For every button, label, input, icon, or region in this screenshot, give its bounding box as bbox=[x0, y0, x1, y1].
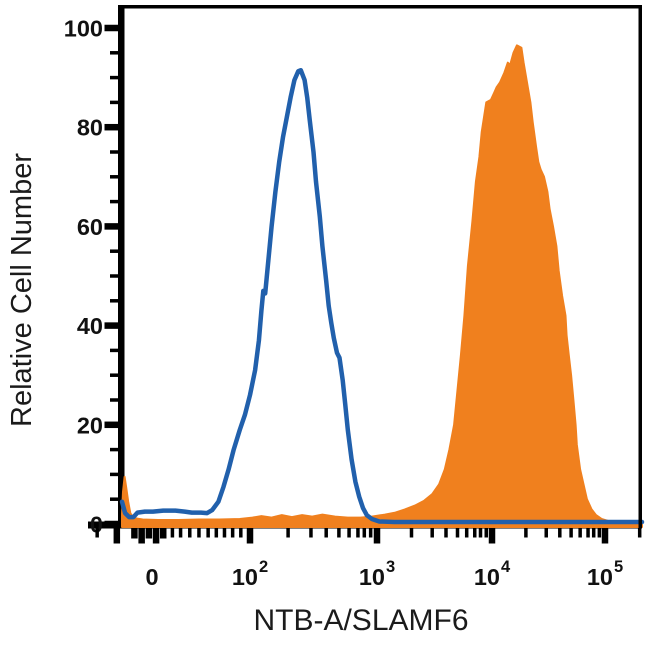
x-tick-label: 0 bbox=[145, 564, 158, 590]
x-minor-tick bbox=[214, 528, 219, 538]
y-tick-label: 60 bbox=[77, 214, 103, 240]
y-minor-tick bbox=[110, 299, 118, 303]
x-minor-tick bbox=[569, 528, 573, 538]
x-minor-tick bbox=[455, 528, 460, 538]
x-axis-tick-labels: 0 102 103 104 105 bbox=[145, 558, 623, 590]
x-minor-tick bbox=[524, 528, 528, 538]
y-minor-tick bbox=[110, 175, 118, 179]
y-axis-ticks bbox=[104, 24, 118, 528]
y-minor-tick bbox=[110, 274, 118, 278]
x-major-tick bbox=[373, 528, 381, 544]
x-minor-tick bbox=[368, 528, 373, 538]
x-tick-label: 103 bbox=[359, 558, 395, 590]
y-minor-tick bbox=[110, 150, 118, 154]
y-minor-tick bbox=[110, 75, 118, 80]
x-minor-tick bbox=[586, 528, 590, 538]
x-axis-title: NTB-A/SLAMF6 bbox=[253, 604, 469, 637]
plot-frame-top bbox=[118, 5, 642, 9]
y-tick-label: 20 bbox=[77, 412, 103, 438]
y-minor-tick bbox=[110, 373, 118, 377]
x-minor-tick bbox=[170, 528, 175, 538]
x-minor-tick bbox=[473, 528, 477, 538]
y-major-tick bbox=[104, 123, 118, 131]
y-minor-tick bbox=[110, 100, 118, 105]
blue-open-histogram bbox=[119, 67, 645, 525]
y-tick-label: 0 bbox=[90, 512, 103, 538]
x-minor-tick bbox=[464, 528, 469, 538]
x-minor-tick bbox=[197, 528, 201, 538]
y-major-tick bbox=[104, 223, 118, 230]
x-minor-tick bbox=[578, 528, 582, 538]
y-tick-label: 40 bbox=[77, 313, 103, 339]
x-minor-tick bbox=[637, 528, 642, 538]
y-axis-line bbox=[118, 5, 125, 529]
x-major-tick bbox=[246, 528, 254, 544]
y-minor-tick bbox=[110, 497, 118, 501]
x-minor-tick bbox=[286, 528, 290, 538]
x-minor-tick bbox=[356, 528, 360, 538]
x-minor-tick bbox=[188, 528, 192, 538]
y-major-tick bbox=[104, 24, 118, 32]
x-minor-tick bbox=[362, 528, 367, 538]
y-minor-tick bbox=[110, 472, 118, 477]
x-minor-tick bbox=[230, 528, 235, 538]
y-axis-tick-labels: 0 20 40 60 80 100 bbox=[64, 16, 103, 538]
x-minor-tick bbox=[222, 528, 227, 538]
x-medium-tick bbox=[159, 528, 167, 539]
x-minor-tick bbox=[430, 528, 434, 538]
y-major-tick bbox=[104, 421, 118, 429]
x-minor-tick bbox=[95, 528, 99, 538]
y-minor-tick bbox=[110, 348, 118, 353]
x-minor-tick bbox=[347, 528, 351, 538]
x-major-tick bbox=[152, 528, 160, 544]
x-minor-tick bbox=[178, 528, 183, 538]
x-medium-tick bbox=[131, 528, 138, 539]
plot-frame-right bbox=[638, 5, 642, 529]
x-minor-tick bbox=[484, 528, 488, 538]
x-major-tick bbox=[113, 528, 121, 544]
x-major-tick bbox=[488, 528, 496, 544]
x-minor-tick bbox=[478, 528, 483, 538]
x-minor-tick bbox=[239, 528, 243, 538]
x-minor-tick bbox=[409, 528, 414, 538]
x-minor-tick bbox=[309, 528, 313, 538]
x-minor-tick bbox=[597, 528, 602, 538]
y-minor-tick bbox=[110, 249, 118, 253]
orange-filled-histogram bbox=[121, 44, 643, 528]
x-major-tick bbox=[601, 528, 609, 544]
x-minor-tick bbox=[337, 528, 341, 538]
y-minor-tick bbox=[110, 398, 118, 402]
x-axis-ticks bbox=[95, 528, 642, 544]
x-minor-tick bbox=[206, 528, 210, 538]
y-tick-label: 100 bbox=[64, 16, 103, 42]
y-minor-tick bbox=[110, 51, 118, 55]
x-tick-label: 104 bbox=[474, 558, 511, 590]
x-minor-tick bbox=[544, 528, 548, 538]
x-tick-label: 102 bbox=[232, 558, 268, 590]
y-minor-tick bbox=[110, 447, 118, 452]
x-major-tick bbox=[138, 528, 145, 544]
y-tick-label: 80 bbox=[77, 115, 103, 141]
y-major-tick bbox=[104, 322, 118, 329]
x-minor-tick bbox=[558, 528, 562, 538]
x-minor-tick bbox=[444, 528, 448, 538]
y-axis-title: Relative Cell Number bbox=[6, 153, 38, 427]
x-minor-tick bbox=[591, 528, 596, 538]
x-medium-tick bbox=[145, 528, 153, 539]
y-minor-tick bbox=[110, 199, 118, 204]
y-major-tick bbox=[104, 520, 118, 528]
x-minor-tick bbox=[324, 528, 328, 538]
x-tick-label: 105 bbox=[587, 558, 623, 590]
